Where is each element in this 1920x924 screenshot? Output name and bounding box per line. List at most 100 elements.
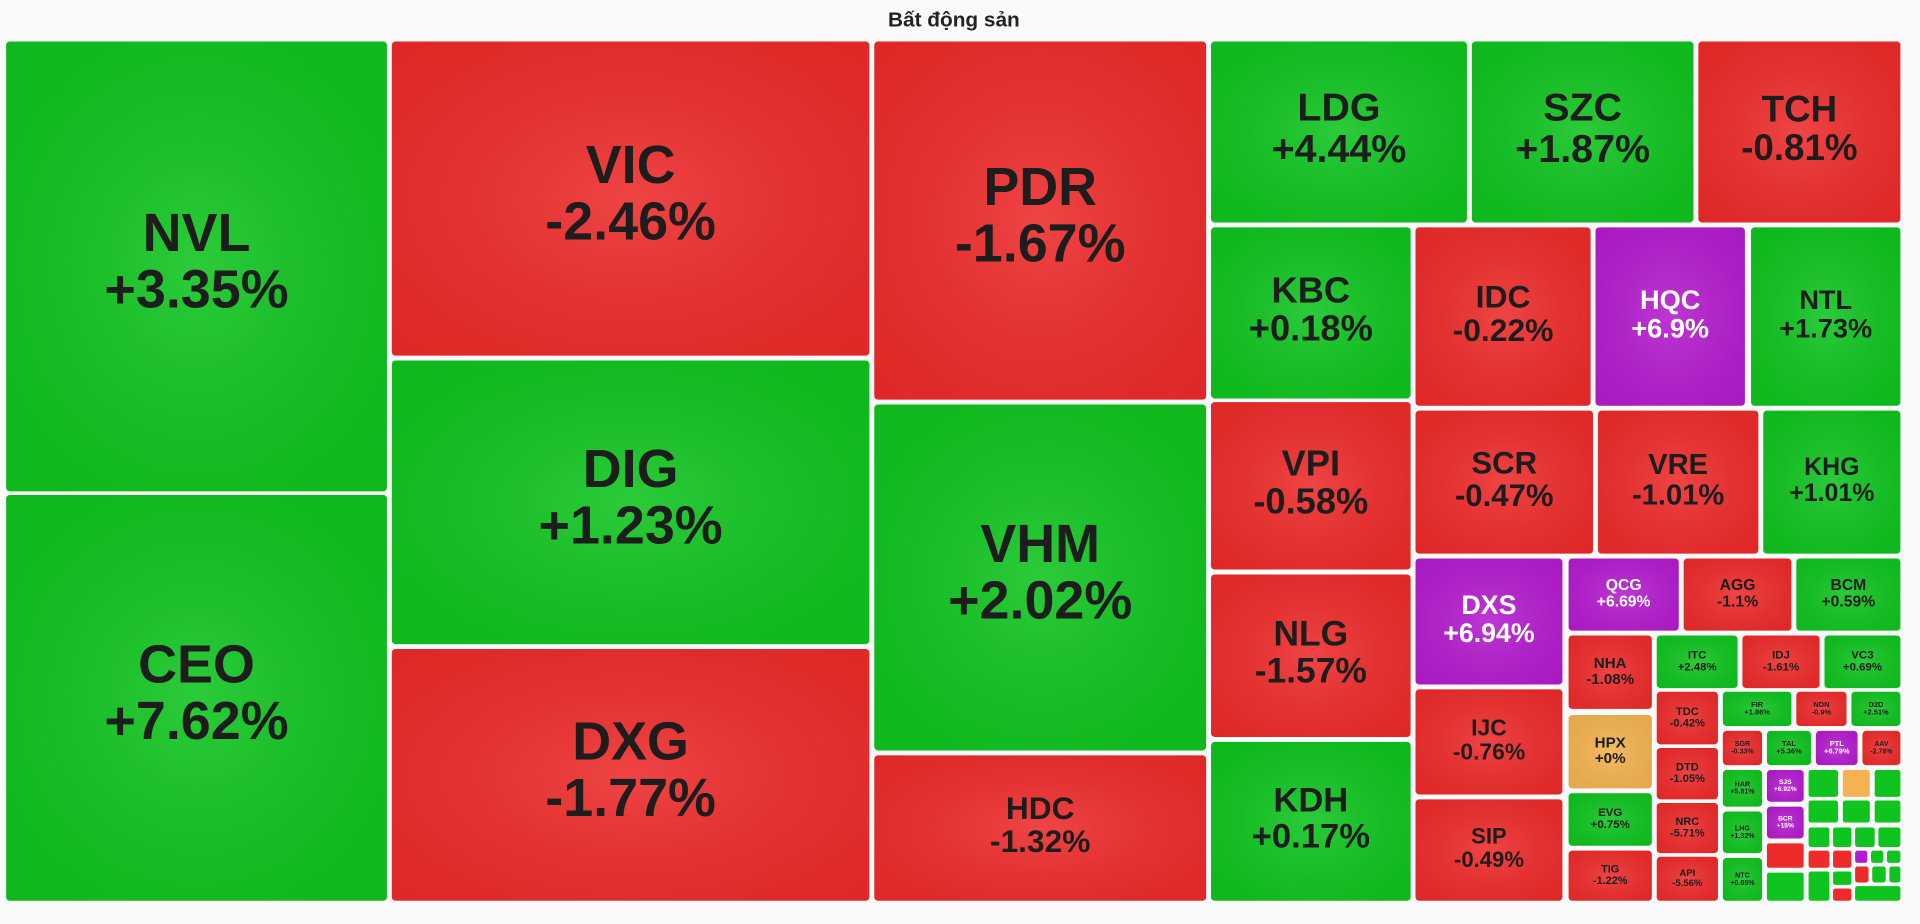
tile-label: KBC [1272, 270, 1351, 311]
tile-shade [1415, 558, 1563, 685]
minor-tile [1766, 872, 1804, 901]
tile-shade [1815, 730, 1858, 766]
tile-label: DXS [1462, 590, 1517, 620]
tile: BCM+0.59% [1796, 558, 1901, 631]
tile-shade [1742, 635, 1820, 689]
tile-value-label: -2.78% [1871, 748, 1893, 755]
minor-tile [1842, 800, 1870, 823]
tile-label: NDN [1813, 700, 1829, 709]
tile-shade [1595, 227, 1745, 406]
tile-label: NLG [1273, 615, 1348, 654]
tile-value-label: +15% [1777, 823, 1794, 830]
tile-value-label: -1.1% [1717, 594, 1758, 611]
tile-label: D2D [1868, 700, 1884, 709]
tile-label: TIG [1601, 864, 1619, 876]
tile: KBC+0.18% [1211, 227, 1411, 399]
tile-label: TAL [1782, 739, 1796, 748]
tile: VRE-1.01% [1597, 410, 1759, 554]
tile-shade [1824, 635, 1901, 689]
tile-label: NTL [1799, 284, 1852, 315]
tile-shade [874, 404, 1207, 751]
tile: TCH-0.81% [1698, 41, 1901, 223]
tile: HPX+0% [1568, 715, 1652, 789]
minor-tile [1842, 770, 1870, 797]
tile-value-label: +1.01% [1789, 479, 1874, 507]
tile-shade [1568, 635, 1652, 709]
tile-value-label: -1.61% [1763, 662, 1799, 674]
tile: PDR-1.67% [874, 41, 1207, 400]
tile-value-label: +6.94% [1443, 618, 1535, 648]
tile-label: LDG [1297, 86, 1380, 130]
tile-shade [1211, 574, 1411, 737]
tile-value-label: +6.92% [1774, 786, 1797, 793]
tile-shade [6, 495, 387, 901]
tile-shade [1851, 691, 1901, 726]
tile-value-label: +0.59% [1822, 594, 1876, 611]
tile-shade [1766, 730, 1812, 766]
tile-value-label: -1.77% [545, 768, 716, 828]
tile-label: PDR [983, 157, 1097, 217]
tile-shade [1656, 803, 1718, 854]
tile-shade [1568, 850, 1652, 901]
tile: SIP-0.49% [1415, 799, 1563, 901]
tile: VIC-2.46% [391, 41, 870, 356]
tile-label: HDC [1006, 790, 1075, 826]
tile: NDN-0.9% [1796, 691, 1847, 726]
tile-value-label: +0.18% [1249, 308, 1373, 349]
tile-shade [1568, 793, 1652, 846]
tile-shade [1415, 410, 1594, 554]
tile-label: SGR [1735, 740, 1750, 748]
tile-value-label: -0.76% [1453, 738, 1526, 764]
minor-tiles [1766, 770, 1901, 901]
tile-shade [1763, 410, 1901, 554]
tile-label: AGG [1720, 577, 1756, 594]
tile: EVG+0.75% [1568, 793, 1652, 846]
tile-label: KDH [1273, 781, 1348, 819]
tile-value-label: +2.48% [1678, 662, 1717, 674]
minor-tile [1886, 850, 1901, 863]
tile: HAR+5.81% [1722, 770, 1763, 807]
tile: VHM+2.02% [874, 404, 1207, 751]
tile-shade [391, 41, 870, 356]
tile-label: SIP [1471, 824, 1507, 849]
tile-value-label: -0.49% [1454, 847, 1524, 872]
tile-label: SCR [1471, 445, 1537, 480]
tile: KHG+1.01% [1763, 410, 1901, 554]
tile: QCG+6.69% [1568, 558, 1679, 631]
tile-label: TCH [1762, 89, 1837, 130]
tile-value-label: -0.58% [1253, 481, 1368, 522]
tile: DIG+1.23% [391, 360, 870, 645]
tile-label: HPX [1595, 734, 1626, 751]
tile-label: DIG [583, 439, 679, 499]
minor-tile [1871, 850, 1884, 863]
tile-label: FIR [1751, 700, 1764, 709]
tile-label: IJC [1471, 714, 1507, 740]
tile-value-label: -1.57% [1255, 652, 1367, 691]
tile-value-label: +3.35% [104, 260, 288, 320]
tile: API-5.56% [1656, 856, 1718, 901]
minor-tile [1872, 866, 1886, 883]
tile-label: CEO [138, 635, 255, 695]
tile-value-label: +0.85% [1730, 879, 1755, 887]
tile-label: VRE [1648, 449, 1708, 481]
tile-shade [1471, 41, 1694, 223]
tile: CEO+7.62% [6, 495, 387, 901]
tile: AAV-2.78% [1862, 730, 1901, 766]
tile: ITC+2.48% [1656, 635, 1738, 689]
tile-shade [874, 41, 1207, 400]
tile-label: KHG [1804, 453, 1859, 481]
tile-label: HQC [1640, 284, 1700, 315]
tile-shade [1722, 811, 1763, 854]
tile-label: DTD [1676, 761, 1699, 773]
tile-label: VC3 [1851, 650, 1873, 662]
tile: DTD-1.05% [1656, 748, 1718, 800]
minor-tile [1833, 850, 1852, 868]
tile-value-label: +1.87% [1515, 127, 1650, 171]
minor-tile [1874, 800, 1901, 823]
tile: KDH+0.17% [1211, 741, 1411, 901]
minor-tile [1878, 827, 1901, 847]
tile-value-label: -1.05% [1670, 773, 1705, 785]
tile-shade [1722, 730, 1763, 766]
